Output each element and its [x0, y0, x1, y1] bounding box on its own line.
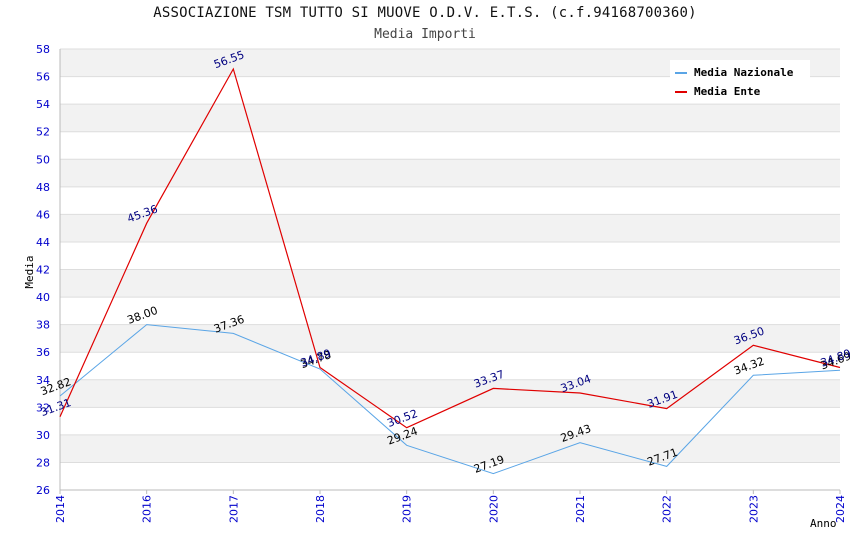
x-tick-label: 2022 [661, 495, 674, 523]
y-tick-labels: 26 28 30 32 34 36 38 40 42 44 46 48 50 52 54 56 58 [36, 43, 50, 497]
grid-lines [60, 48, 840, 491]
x-tick-label: 2017 [227, 495, 240, 523]
y-tick-label: 56 [36, 71, 50, 84]
y-tick-label: 42 [36, 264, 50, 277]
y-tick-label: 28 [36, 456, 50, 469]
x-tick-label: 2014 [54, 495, 67, 523]
grid-bands [60, 49, 840, 463]
y-tick-label: 34 [36, 374, 50, 387]
y-tick-label: 46 [36, 208, 50, 221]
y-tick-label: 30 [36, 429, 50, 442]
x-tick-label: 2024 [834, 495, 847, 523]
series-line-nazionale [59, 324, 841, 475]
data-label: 34.32 [732, 355, 766, 378]
x-tick-label: 2023 [747, 495, 760, 523]
chart-title: ASSOCIAZIONE TSM TUTTO SI MUOVE O.D.V. E… [153, 5, 697, 21]
y-axis-label: Media [23, 255, 36, 288]
chart-subtitle: Media Importi [374, 27, 476, 42]
y-tick-label: 38 [36, 319, 50, 332]
grid-band [60, 104, 840, 132]
x-tick-label: 2018 [314, 495, 327, 523]
y-tick-label: 58 [36, 43, 50, 56]
y-tick-label: 48 [36, 181, 50, 194]
x-axis-label: Anno [810, 517, 837, 530]
grid-band [60, 434, 840, 463]
y-tick-label: 40 [36, 291, 50, 304]
grid-band [60, 269, 840, 298]
x-tick-label: 2021 [574, 495, 587, 523]
grid-band [60, 324, 840, 353]
grid-band [60, 379, 840, 408]
x-tick-label: 2020 [487, 495, 500, 523]
x-tick-labels: 2014 2016 2017 2018 2019 2020 2021 2022 2023 2024 [54, 495, 847, 523]
legend-label: Media Ente [694, 85, 761, 98]
y-tick-label: 26 [36, 484, 50, 497]
series-line-ente [59, 67, 841, 429]
data-label: 31.31 [39, 396, 73, 419]
grid-band [60, 214, 840, 242]
series-lines [59, 67, 841, 475]
grid-band [60, 159, 840, 187]
x-tick-label: 2019 [401, 495, 414, 523]
y-tick-label: 52 [36, 126, 50, 139]
x-tick-label: 2016 [141, 495, 154, 523]
y-tick-label: 54 [36, 98, 50, 111]
legend-label: Media Nazionale [694, 66, 794, 79]
y-tick-label: 32 [36, 401, 50, 414]
y-tick-label: 50 [36, 153, 50, 166]
data-label: 38.00 [125, 304, 159, 327]
legend: Media Nazionale Media Ente [670, 60, 810, 102]
y-tick-label: 36 [36, 346, 50, 359]
y-tick-label: 44 [36, 236, 50, 249]
legend-box [670, 60, 810, 102]
